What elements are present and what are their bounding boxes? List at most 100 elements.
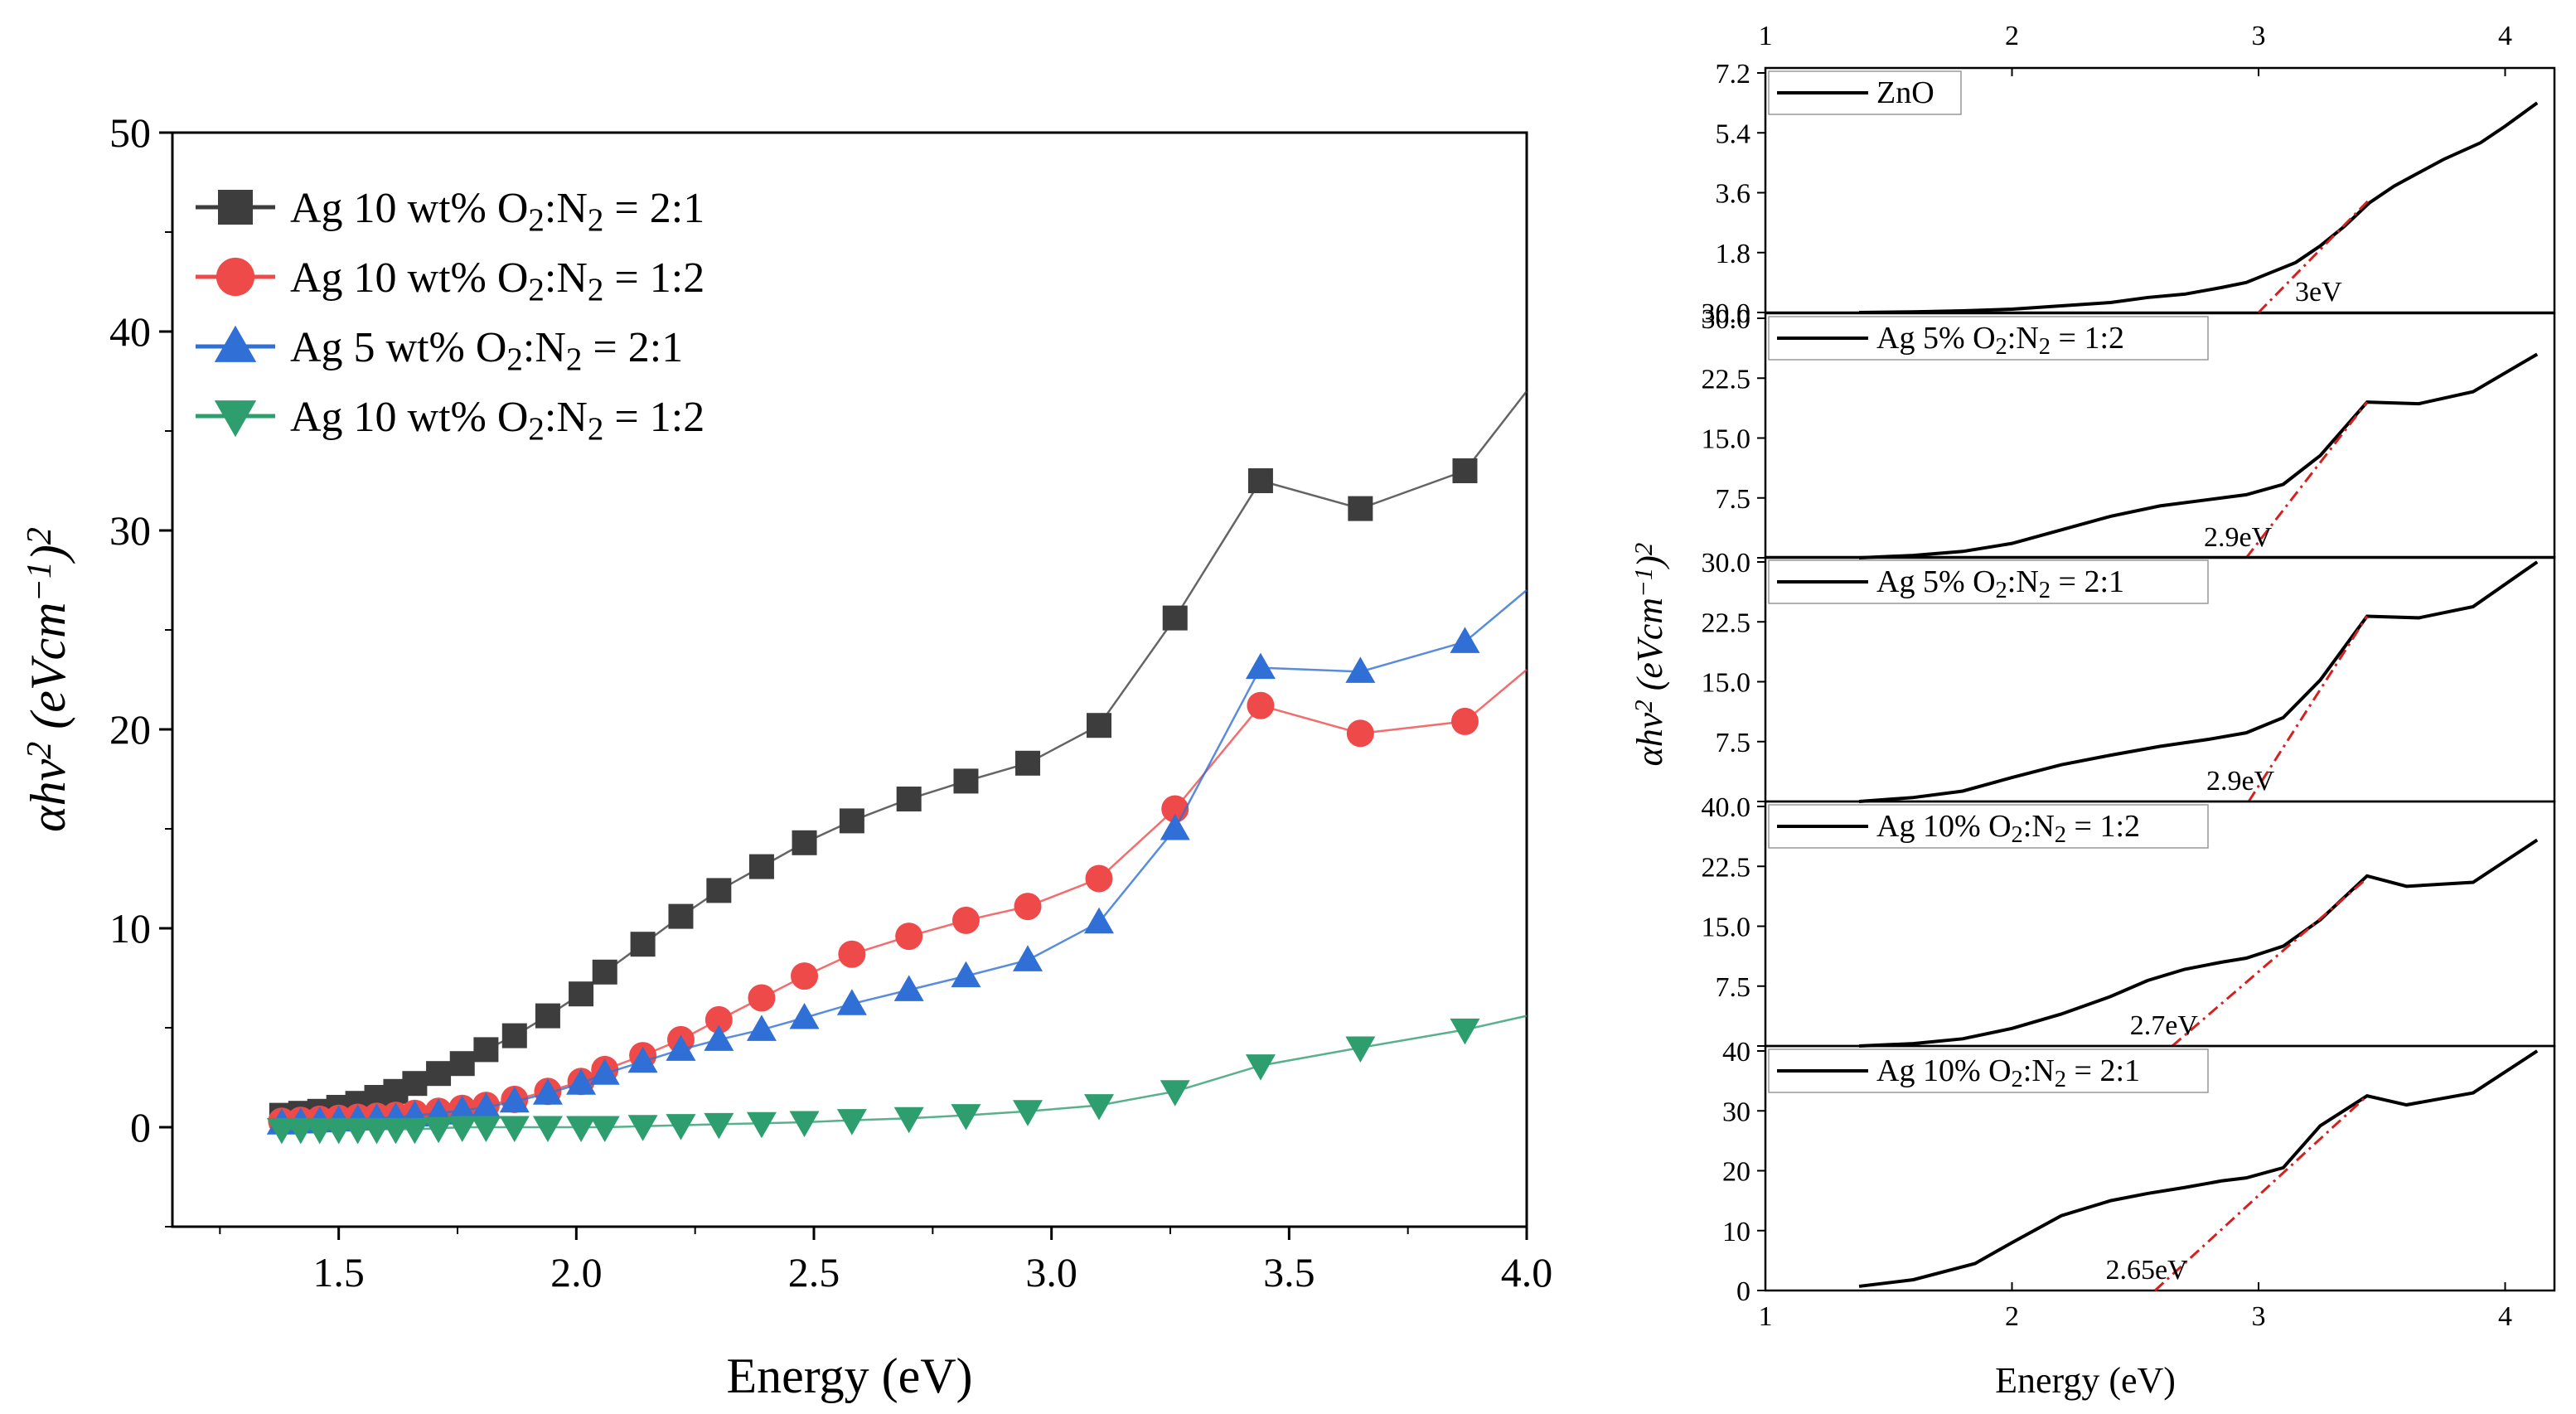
panel-3: 7.5 15.0 22.5 30.0 Ag 5% O2:N2 = 2:1 2.9eV bbox=[1702, 548, 2556, 803]
x-tick-label: 4.0 bbox=[1501, 1249, 1553, 1295]
bandgap-label: 3eV bbox=[2295, 277, 2342, 307]
legend-label: Ag 5% O2:N2 = 1:2 bbox=[1876, 321, 2124, 360]
data-point bbox=[1160, 1080, 1190, 1107]
top-x-tick-label: 3 bbox=[2252, 21, 2266, 51]
legend-marker bbox=[215, 257, 255, 297]
data-point bbox=[893, 1107, 924, 1134]
legend-label: Ag 5% O2:N2 = 2:1 bbox=[1876, 564, 2124, 603]
data-point bbox=[666, 1034, 696, 1061]
data-point bbox=[1450, 707, 1479, 735]
data-point bbox=[792, 830, 817, 855]
y-tick-label: 30.0 bbox=[1702, 304, 1751, 335]
data-point bbox=[402, 1071, 428, 1097]
y-axis-label: αhν2 (eVcm−1)2 bbox=[1629, 543, 1670, 767]
legend: Ag 10 wt% O2:N2 = 2:1 Ag 10 wt% O2:N2 = 1… bbox=[196, 185, 705, 447]
data-point bbox=[791, 962, 819, 990]
data-point bbox=[323, 1117, 354, 1145]
data-point bbox=[789, 1003, 820, 1029]
y-tick-label: 30 bbox=[109, 507, 151, 554]
data-point bbox=[953, 768, 979, 794]
data-point bbox=[1160, 814, 1190, 840]
bandgap-label: 2.9eV bbox=[2206, 766, 2275, 797]
data-point bbox=[1013, 945, 1043, 971]
series-line bbox=[281, 589, 1528, 1125]
y-tick-label: 7.5 bbox=[1716, 972, 1751, 1003]
y-tick-label: 3.6 bbox=[1716, 179, 1751, 210]
legend-label: Ag 10 wt% O2:N2 = 1:2 bbox=[290, 254, 705, 307]
panel-legend: ZnO bbox=[1768, 70, 1962, 115]
data-point bbox=[1346, 719, 1374, 748]
data-point bbox=[532, 1116, 563, 1142]
data-point bbox=[471, 1092, 501, 1119]
y-tick-label: 10 bbox=[1722, 1217, 1750, 1247]
x-tick-label: 2 bbox=[2005, 1301, 2019, 1332]
data-point bbox=[1084, 907, 1114, 934]
data-point bbox=[836, 1109, 867, 1136]
data-point bbox=[706, 878, 732, 903]
panel-2: 7.5 15.0 22.5 30.0 Ag 5% O2:N2 = 1:2 2.9eV bbox=[1702, 304, 2556, 559]
data-point bbox=[501, 1023, 527, 1048]
data-point bbox=[471, 1116, 501, 1142]
series-1 bbox=[269, 390, 1528, 1128]
data-point bbox=[1014, 893, 1042, 921]
data-point bbox=[589, 1116, 620, 1142]
data-point bbox=[896, 787, 922, 811]
data-point bbox=[380, 1117, 411, 1145]
y-tick-label: 30.0 bbox=[1702, 548, 1751, 579]
data-point bbox=[1084, 1094, 1114, 1121]
data-point bbox=[499, 1116, 530, 1142]
data-point bbox=[1015, 750, 1040, 776]
x-tick-label: 4 bbox=[2498, 1301, 2512, 1332]
data-point bbox=[532, 1078, 563, 1105]
data-point bbox=[951, 961, 981, 988]
data-point bbox=[361, 1117, 392, 1145]
plot-frame bbox=[171, 131, 1528, 1228]
data-point bbox=[1345, 656, 1376, 683]
data-point bbox=[704, 1024, 734, 1051]
data-point bbox=[1452, 458, 1478, 483]
data-point bbox=[746, 1111, 777, 1139]
left-chart: 1.5 2.0 2.5 3.0 3.5 4.0 0 10 20 30 40 50 Energy (eV)… bbox=[21, 109, 1552, 1403]
y-tick-label: 7.5 bbox=[1716, 728, 1751, 758]
data-point bbox=[630, 932, 656, 957]
data-line bbox=[1858, 352, 2539, 559]
top-x-tick-label: 4 bbox=[2498, 21, 2512, 51]
data-point bbox=[1085, 864, 1113, 893]
data-point bbox=[566, 1068, 597, 1095]
data-point bbox=[1245, 1054, 1276, 1081]
y-tick-label: 15.0 bbox=[1702, 424, 1751, 455]
data-point bbox=[266, 1117, 297, 1145]
data-point bbox=[748, 984, 776, 1012]
x-axis-label: Energy (eV) bbox=[1995, 1360, 2176, 1401]
y-tick-label: 30.0 bbox=[1702, 298, 1751, 329]
y-tick-label: 1.8 bbox=[1716, 239, 1751, 269]
x-axis-label: Energy (eV) bbox=[726, 1349, 972, 1403]
y-tick-label: 22.5 bbox=[1702, 364, 1751, 395]
data-point bbox=[838, 940, 866, 968]
data-point bbox=[285, 1117, 316, 1145]
data-point bbox=[1162, 605, 1188, 631]
panel-4: 7.5 15.0 22.5 40.0 Ag 10% O2:N2 = 1:2 2.7eV bbox=[1702, 792, 2556, 1048]
data-point bbox=[304, 1117, 335, 1145]
data-point bbox=[836, 989, 867, 1015]
panel-5: 0 10 20 30 40 Ag 10% O2:N2 = 2:1 2.65eV bbox=[1722, 1037, 2556, 1307]
series-4 bbox=[266, 1014, 1528, 1145]
data-point bbox=[1247, 468, 1273, 493]
tangent-fit-line bbox=[2244, 401, 2369, 559]
legend-label: Ag 10% O2:N2 = 1:2 bbox=[1876, 809, 2140, 848]
data-point bbox=[627, 1046, 658, 1073]
data-point bbox=[951, 906, 980, 934]
bandgap-label: 2.7eV bbox=[2130, 1010, 2199, 1041]
y-tick-label: 7.2 bbox=[1716, 59, 1751, 90]
data-line bbox=[1858, 560, 2539, 803]
y-tick-label: 30 bbox=[1722, 1097, 1750, 1127]
tangent-fit-line bbox=[2171, 877, 2368, 1048]
data-point bbox=[426, 1061, 452, 1087]
x-tick-label: 3 bbox=[2252, 1301, 2266, 1332]
data-point bbox=[1087, 713, 1111, 738]
bandgap-label: 2.65eV bbox=[2105, 1255, 2188, 1286]
legend-label: Ag 5 wt% O2:N2 = 2:1 bbox=[290, 324, 683, 377]
x-tick-label: 2.5 bbox=[788, 1249, 840, 1295]
data-point bbox=[473, 1037, 499, 1063]
